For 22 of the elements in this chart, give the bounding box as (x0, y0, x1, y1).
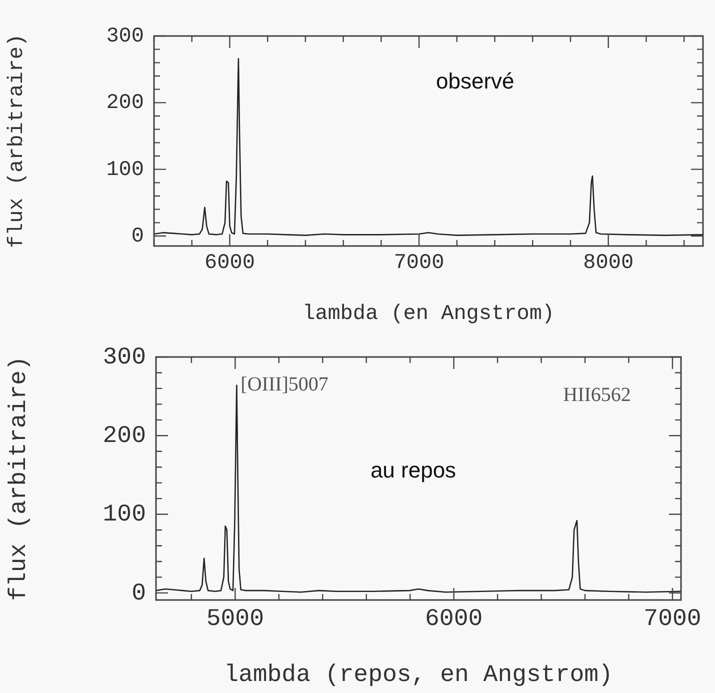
annotation: observé (436, 68, 514, 94)
y-axis-title: flux (arbitraire) (6, 34, 30, 248)
x-tick-label: 6000 (204, 252, 255, 276)
x-tick-label: 5000 (206, 606, 264, 633)
y-tick-label: 0 (132, 580, 146, 608)
y-axis-title: flux (arbitraire) (6, 356, 33, 601)
y-tick-label: 300 (106, 26, 144, 49)
y-tick-label: 100 (102, 502, 146, 529)
x-tick-label: 7000 (394, 252, 444, 276)
x-tick-label: 8000 (583, 252, 634, 276)
y-tick-label: 100 (106, 158, 144, 182)
x-tick-label: 6000 (425, 606, 483, 633)
annotation: HII6562 (563, 384, 631, 406)
y-tick-label: 200 (102, 423, 146, 450)
y-tick-label: 300 (102, 344, 146, 372)
annotation: [OIII]5007 (240, 374, 328, 396)
y-tick-label: 0 (131, 226, 144, 249)
y-tick-label: 200 (106, 92, 144, 116)
x-tick-label: 7000 (644, 606, 702, 633)
annotation: au repos (370, 457, 456, 482)
x-axis-title: lambda (en Angstrom) (302, 302, 555, 326)
x-axis-title: lambda (repos, en Angstrom) (224, 662, 613, 689)
